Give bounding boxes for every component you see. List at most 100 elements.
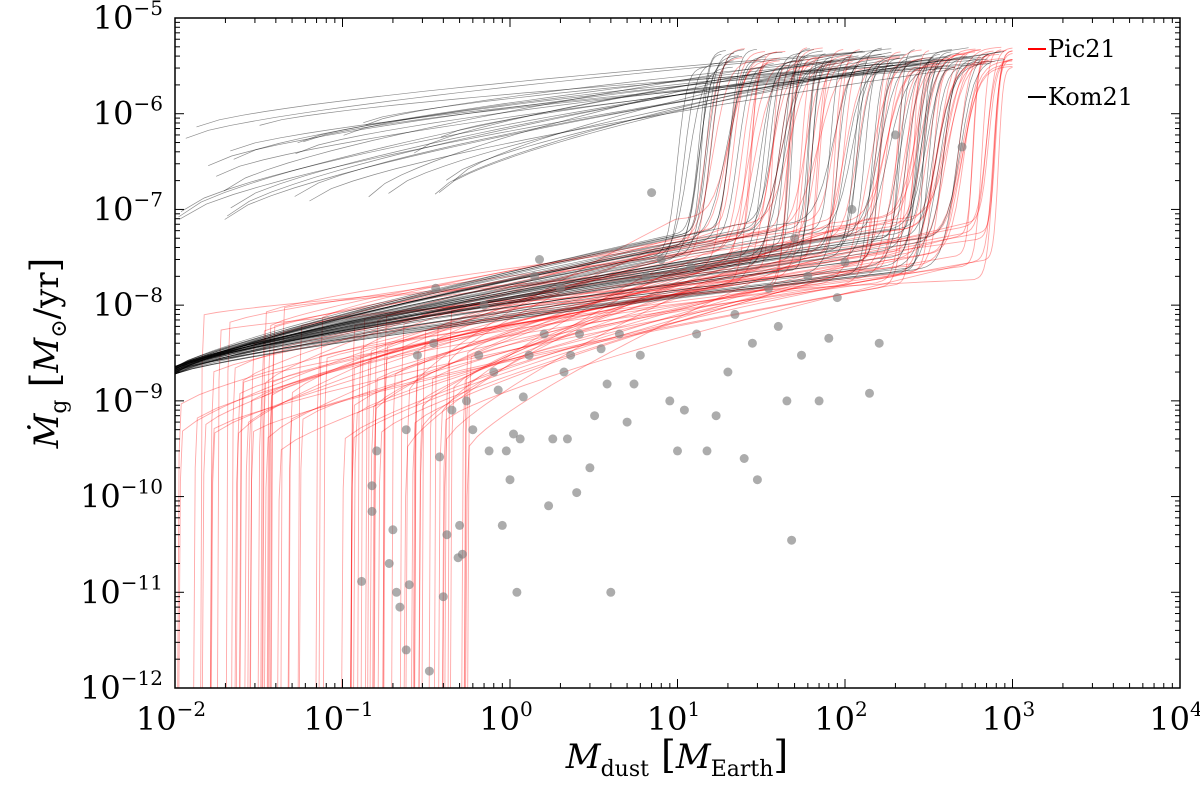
observation-point [874,338,884,348]
kom21-track [174,66,955,375]
pic21-track [270,61,832,689]
observation-point [395,602,405,612]
y-tick-label: 10−10 [80,475,163,516]
kom21-early-track [224,61,919,220]
observation-point [824,333,834,343]
y-tick-label: 10−11 [80,570,163,611]
x-tick-label: 10−2 [136,697,206,738]
observation-point [635,350,645,360]
kom21-track [174,51,952,370]
observation-point [497,520,507,530]
kom21-track [174,59,802,373]
pic21-track [463,57,900,689]
observation-point [957,142,967,152]
kom21-early-track [363,59,943,124]
xlabel-unit-main: M [675,737,712,777]
observation-point [865,388,874,398]
kom21-track [174,53,826,373]
observation-point [535,255,544,264]
observation-point [401,645,411,655]
xlabel-unit-sub: Earth [711,757,774,782]
legend-kom21-label: Kom21 [1048,83,1133,111]
kom21-track [174,49,815,374]
observation-point [641,271,651,281]
observation-point [548,434,558,444]
ylabel-unit-sub: ⊙ [47,319,72,337]
kom21-early-track [196,49,882,128]
kom21-track [174,47,882,368]
pic21-track [412,49,860,689]
observation-point [392,587,401,597]
observation-point [890,130,900,140]
kom21-early-track [295,59,980,155]
pic21-track [438,48,745,689]
pic21-track [297,66,919,689]
kom21-track [174,67,943,368]
pic21-track [350,62,934,689]
kom21-track [174,63,774,368]
kom21-early-track [440,60,993,138]
observation-point [773,321,783,331]
pic21-track [234,62,845,689]
kom21-track [174,56,974,368]
observation-point [388,525,398,535]
pic21-track [341,54,990,689]
pic21-track [323,58,958,689]
kom21-early-track [208,60,911,167]
y-tick-label: 10−8 [93,283,163,324]
observation-point [730,309,740,319]
y-tick-label: 10−6 [93,92,163,133]
observation-point [596,344,606,354]
kom21-track [174,59,977,369]
kom21-early-track [233,53,906,160]
observation-point [647,188,657,198]
ylabel-main: Ṁ [27,412,67,449]
observation-point [797,350,806,360]
observation-point [665,396,675,406]
observation-point [468,425,478,435]
observation-point [505,475,515,485]
observation-point [673,446,682,456]
kom21-early-track [230,47,969,209]
kom21-track [174,60,939,375]
y-tick-label: 10−12 [80,666,163,707]
svg-text:Mdust [MEarth]: Mdust [MEarth] [565,733,788,782]
observation-point [739,454,749,463]
observation-point [566,350,576,360]
kom21-track [174,65,895,367]
observation-point [462,396,471,406]
pic21-track [450,51,976,689]
kom21-track [174,59,834,374]
pic21-track [413,50,1013,689]
pic21-track [365,56,854,689]
kom21-track [174,66,707,370]
pic21-track [373,53,990,689]
observation-point [679,405,689,415]
plot-area [175,18,1180,688]
pic21-track [209,50,1013,689]
pic21-track [367,48,976,689]
observation-point [614,329,624,339]
kom21-early-track [303,67,955,143]
pic21-track [235,53,1000,689]
observation-point [357,576,367,586]
pic21-track [225,60,996,689]
x-tick-label: 104 [1149,697,1200,738]
pic21-track [315,49,922,689]
observation-point [515,434,525,444]
observation-point [489,367,499,377]
kom21-track [174,60,796,369]
y-tick-label: 10−5 [93,0,163,37]
observation-point [544,501,554,511]
pic21-track [210,66,1013,689]
observation-point [602,379,612,389]
kom21-early-track [453,51,892,182]
track-lines [174,46,1013,689]
pic21-track [353,57,932,689]
observation-point [782,396,792,406]
observation-point [431,283,441,293]
pic21-track [217,61,822,689]
x-tick-label: 101 [647,697,700,738]
x-tick-label: 102 [814,697,867,738]
